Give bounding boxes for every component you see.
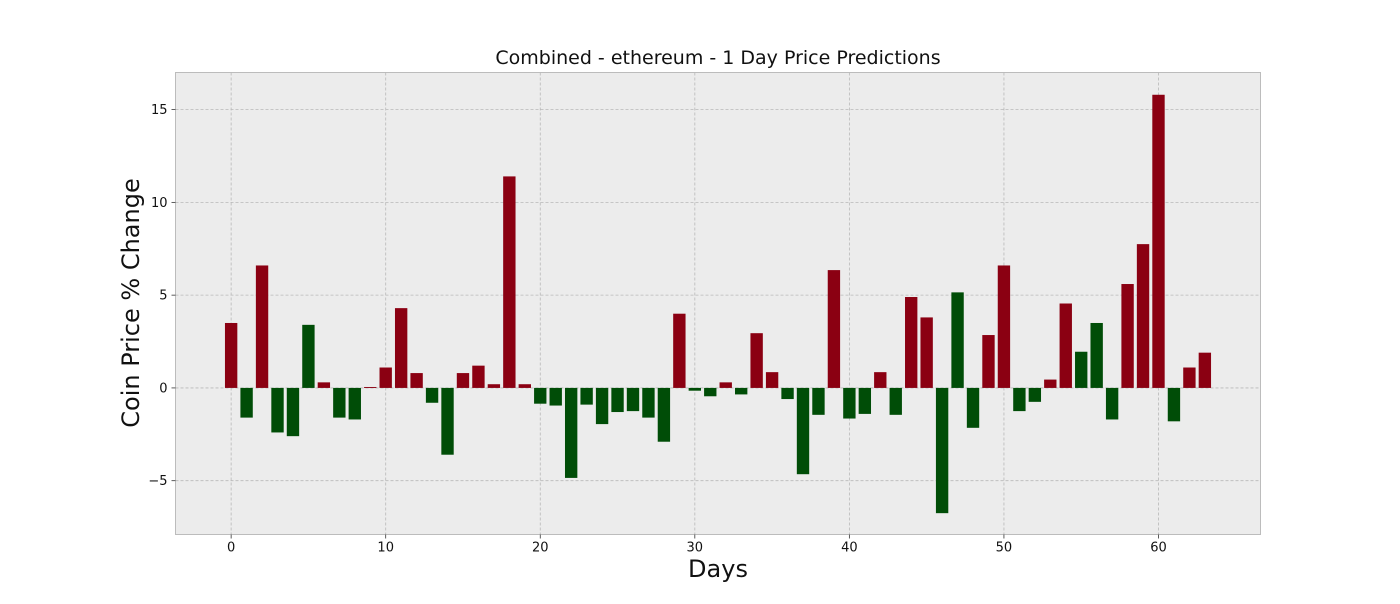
bar: [1075, 351, 1088, 388]
bar: [920, 317, 933, 388]
bar: [673, 313, 686, 388]
chart-title: Combined - ethereum - 1 Day Price Predic…: [495, 47, 940, 69]
y-tick-label: 5: [159, 289, 167, 304]
bar: [1044, 379, 1057, 388]
x-tick-label: 50: [996, 541, 1013, 556]
bar: [410, 373, 423, 388]
bar: [1167, 387, 1181, 422]
bar: [286, 387, 300, 437]
y-tick-label: −5: [148, 474, 167, 489]
bar: [719, 382, 732, 388]
bar: [595, 387, 609, 425]
bar: [1183, 367, 1196, 388]
bar: [750, 333, 763, 388]
x-tick-label: 60: [1150, 541, 1167, 556]
bar: [580, 387, 593, 405]
bar: [843, 387, 856, 419]
bar: [688, 387, 701, 391]
bar: [271, 387, 284, 433]
x-tick-label: 0: [227, 541, 235, 556]
x-axis-label: Days: [688, 555, 748, 583]
y-tick-label: 0: [159, 381, 167, 396]
bar: [765, 372, 779, 388]
x-tick-label: 30: [687, 541, 704, 556]
y-tick-label: 10: [151, 196, 168, 211]
bar: [503, 176, 516, 388]
bar: [905, 297, 918, 388]
bar: [317, 382, 331, 388]
plot-area: [175, 72, 1261, 535]
bar: [302, 324, 315, 388]
bar: [1152, 94, 1165, 388]
bar: [1136, 244, 1150, 388]
bar: [858, 387, 872, 414]
bar: [827, 270, 841, 388]
bar: [812, 387, 825, 415]
bars: [224, 94, 1212, 514]
bar: [997, 265, 1011, 388]
bar: [224, 322, 238, 388]
y-axis-ticks: −5 0 5 10 15: [148, 103, 176, 489]
bar: [796, 387, 810, 475]
y-tick-label: 15: [151, 103, 168, 118]
x-tick-label: 20: [532, 541, 549, 556]
bar: [1105, 387, 1119, 420]
bar: [534, 387, 547, 404]
bar: [364, 386, 377, 388]
bar: [564, 387, 578, 478]
bar: [441, 387, 454, 455]
bar: [1028, 387, 1042, 402]
x-axis-ticks: 0 10 20 30 40 50 60: [227, 534, 1167, 556]
bar: [456, 373, 470, 388]
bar: [549, 387, 562, 406]
bar: [704, 387, 717, 397]
bar: [518, 384, 531, 388]
bar: [982, 335, 995, 388]
bar: [951, 292, 964, 388]
bar: [966, 387, 980, 428]
bar: [379, 367, 392, 388]
bar: [348, 387, 361, 420]
bar: [1198, 352, 1212, 388]
bar: [240, 387, 253, 418]
bar: [657, 387, 671, 442]
bar: [1090, 322, 1103, 388]
bar: [1121, 284, 1134, 388]
bar: [1013, 387, 1026, 412]
bar: [626, 387, 640, 412]
bar: [255, 265, 269, 388]
bar: [735, 387, 748, 395]
bar: [642, 387, 655, 418]
bar: [874, 372, 887, 388]
bar: [487, 384, 501, 388]
bar: [333, 387, 346, 418]
bar: [394, 308, 408, 388]
bar: [472, 365, 485, 388]
bar: [935, 387, 949, 514]
bar: [889, 387, 902, 415]
x-tick-label: 10: [377, 541, 394, 556]
x-tick-label: 40: [841, 541, 858, 556]
y-axis-label: Coin Price % Change: [117, 178, 145, 427]
bar: [1059, 303, 1072, 388]
bar: [781, 387, 794, 400]
bar: [611, 387, 624, 413]
bar: [425, 387, 439, 403]
